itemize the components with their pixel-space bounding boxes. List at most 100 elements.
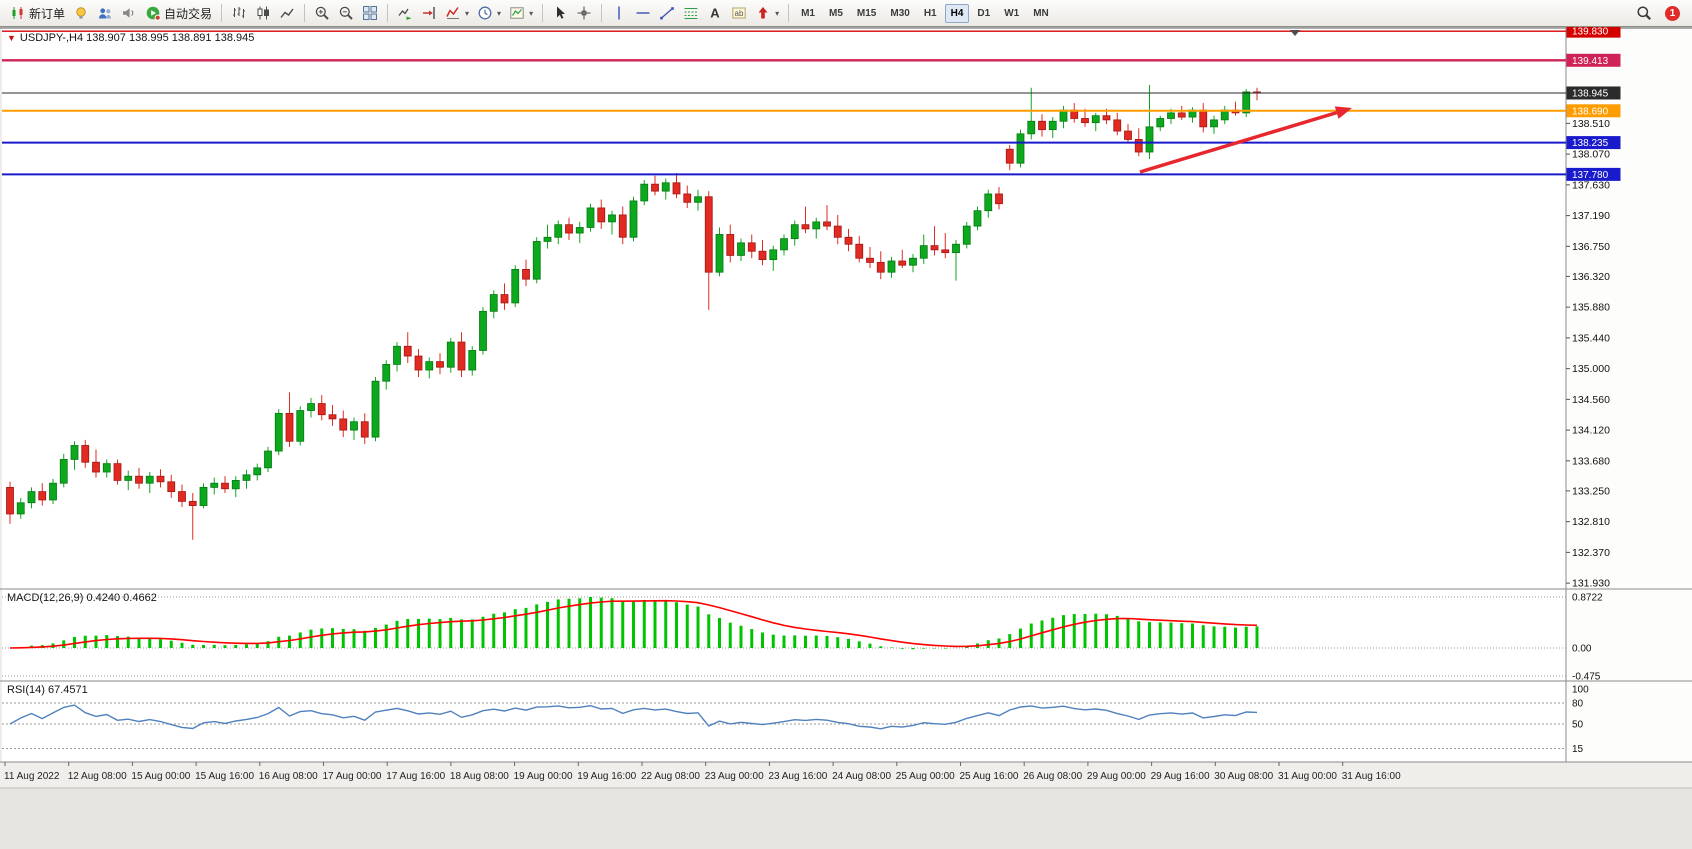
svg-text:15: 15	[1572, 744, 1584, 755]
toolbar-group-cursor	[548, 0, 596, 26]
svg-text:135.000: 135.000	[1572, 363, 1610, 375]
bar-chart-button[interactable]	[227, 2, 251, 24]
zoom-out-icon	[338, 5, 354, 21]
community-button[interactable]	[93, 2, 117, 24]
users-icon	[97, 5, 113, 21]
autotrading-button[interactable]: 自动交易	[141, 2, 216, 24]
toolbar-separator	[788, 4, 790, 22]
timeframe-mn-button[interactable]: MN	[1033, 7, 1049, 19]
svg-text:133.680: 133.680	[1572, 455, 1610, 467]
new-order-button-label: 新订单	[29, 6, 66, 21]
fibonacci-button[interactable]	[679, 2, 703, 24]
horizontal-line-button[interactable]	[631, 2, 655, 24]
autoscroll-icon	[397, 5, 413, 21]
templates-button[interactable]: ▾	[505, 2, 537, 24]
macd-signal-line	[9, 599, 1258, 649]
line-chart-button[interactable]	[275, 2, 299, 24]
chevron-down-icon[interactable]: ▾	[465, 8, 470, 18]
indicators-button[interactable]: ▾	[441, 2, 473, 24]
timeframe-m5-button[interactable]: M5	[829, 7, 843, 19]
vertical-line-button[interactable]	[607, 2, 631, 24]
periods-button[interactable]: ▾	[473, 2, 505, 24]
svg-text:17 Aug 16:00: 17 Aug 16:00	[386, 771, 445, 782]
editor-button[interactable]	[69, 2, 93, 24]
svg-text:135.880: 135.880	[1572, 302, 1610, 314]
line-icon	[279, 5, 295, 21]
arrange-windows-button[interactable]	[358, 2, 382, 24]
svg-text:137.630: 137.630	[1572, 179, 1610, 191]
timeframe-h4-button[interactable]: H4	[944, 3, 970, 23]
svg-text:132.810: 132.810	[1572, 516, 1610, 528]
toolbar-separator	[601, 4, 603, 22]
cursor-button[interactable]	[548, 2, 572, 24]
right-shift-marker[interactable]	[1290, 30, 1300, 36]
toolbar-group-chart-type	[227, 0, 299, 26]
zoom-in-icon	[314, 5, 330, 21]
svg-text:18 Aug 08:00: 18 Aug 08:00	[450, 771, 509, 782]
chart-shift-button[interactable]	[417, 2, 441, 24]
chart-window-title: ▼ USDJPY-,H4 138.907 138.995 138.891 138.…	[7, 32, 254, 44]
svg-text:134.120: 134.120	[1572, 425, 1610, 437]
new-order-button[interactable]: 新订单	[6, 2, 69, 24]
trend-arrow[interactable]	[1139, 106, 1352, 174]
bars-icon	[231, 5, 247, 21]
toolbar-group-chart-tools: ▾ ▾ ▾	[393, 0, 537, 26]
svg-text:138.510: 138.510	[1572, 118, 1610, 130]
svg-text:15 Aug 16:00: 15 Aug 16:00	[195, 771, 254, 782]
trendline-button[interactable]	[655, 2, 679, 24]
timeframe-w1-button[interactable]: W1	[1004, 7, 1020, 19]
symbol-marker-icon[interactable]: ▼	[7, 33, 16, 43]
timeframe-m15-button[interactable]: M15	[856, 7, 877, 19]
text-button[interactable]: A	[703, 2, 727, 24]
news-button[interactable]	[117, 2, 141, 24]
svg-text:0.00: 0.00	[1572, 644, 1592, 655]
indicator-icon	[445, 5, 461, 21]
macd-indicator-label: MACD(12,26,9) 0.4240 0.4662	[7, 592, 157, 604]
chevron-down-icon[interactable]: ▾	[497, 8, 502, 18]
svg-text:139.413: 139.413	[1572, 56, 1609, 67]
timeframe-m1-button[interactable]: M1	[801, 7, 815, 19]
arrows-button[interactable]: ▾	[751, 2, 783, 24]
svg-text:137.780: 137.780	[1572, 170, 1609, 181]
svg-text:136.320: 136.320	[1572, 271, 1610, 283]
search-icon	[1636, 5, 1652, 21]
zoom-in-button[interactable]	[310, 2, 334, 24]
search-button[interactable]	[1632, 2, 1656, 24]
zoom-out-button[interactable]	[334, 2, 358, 24]
svg-text:23 Aug 00:00: 23 Aug 00:00	[705, 771, 764, 782]
price-level-lines[interactable]: 139.830 139.413 138.945 138.690 138.235 137.7…	[2, 27, 1621, 181]
toolbar-group-timeframes: M1 M5 M15 M30 H1 H4 D1 W1 MN	[794, 0, 1056, 26]
chevron-down-icon[interactable]: ▾	[775, 8, 780, 18]
svg-text:ab: ab	[735, 9, 744, 18]
chevron-down-icon[interactable]: ▾	[529, 8, 534, 18]
vline-icon	[611, 5, 627, 21]
timeframe-d1-button[interactable]: D1	[977, 7, 991, 19]
toolbar-right: 1	[1632, 2, 1686, 24]
svg-text:15 Aug 00:00: 15 Aug 00:00	[131, 771, 190, 782]
candlestick-chart-button[interactable]	[251, 2, 275, 24]
notification-badge[interactable]: 1	[1665, 5, 1680, 21]
template-icon	[509, 5, 525, 21]
svg-text:17 Aug 00:00: 17 Aug 00:00	[323, 771, 382, 782]
toolbar-group-standard: 新订单 自动交易	[6, 0, 216, 26]
tiles-icon	[362, 5, 378, 21]
timeframe-m30-button[interactable]: M30	[890, 7, 910, 19]
textbox-icon: ab	[731, 5, 747, 21]
autotrading-button-label: 自动交易	[164, 6, 213, 21]
cursor-icon	[552, 5, 568, 21]
candles-series	[6, 84, 1261, 540]
timeframe-h1-button[interactable]: H1	[923, 7, 937, 19]
svg-text:131.930: 131.930	[1572, 578, 1610, 590]
svg-text:132.370: 132.370	[1572, 547, 1610, 559]
svg-text:136.750: 136.750	[1572, 241, 1610, 253]
svg-text:12 Aug 08:00: 12 Aug 08:00	[68, 771, 127, 782]
svg-text:100: 100	[1572, 685, 1589, 696]
crosshair-button[interactable]	[572, 2, 596, 24]
auto-scroll-button[interactable]	[393, 2, 417, 24]
text-label-button[interactable]: ab	[727, 2, 751, 24]
price-scale[interactable]: 138.510 138.070 137.630 137.190 136.750 136.3…	[1566, 118, 1610, 590]
chart-canvas[interactable]: 138.510 138.070 137.630 137.190 136.750 136.3…	[0, 27, 1692, 849]
time-axis[interactable]: 11 Aug 2022 12 Aug 08:00 15 Aug 00:00 15 Au…	[4, 762, 1401, 782]
